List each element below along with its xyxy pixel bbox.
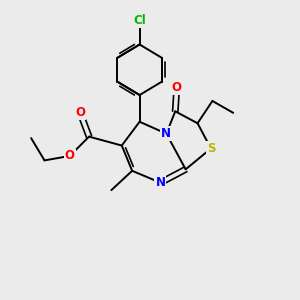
Text: N: N xyxy=(155,176,165,189)
Text: O: O xyxy=(75,106,85,119)
Text: O: O xyxy=(172,81,182,94)
Text: S: S xyxy=(207,142,215,155)
Text: Cl: Cl xyxy=(133,14,146,27)
Text: N: N xyxy=(161,127,171,140)
Text: O: O xyxy=(65,149,75,162)
